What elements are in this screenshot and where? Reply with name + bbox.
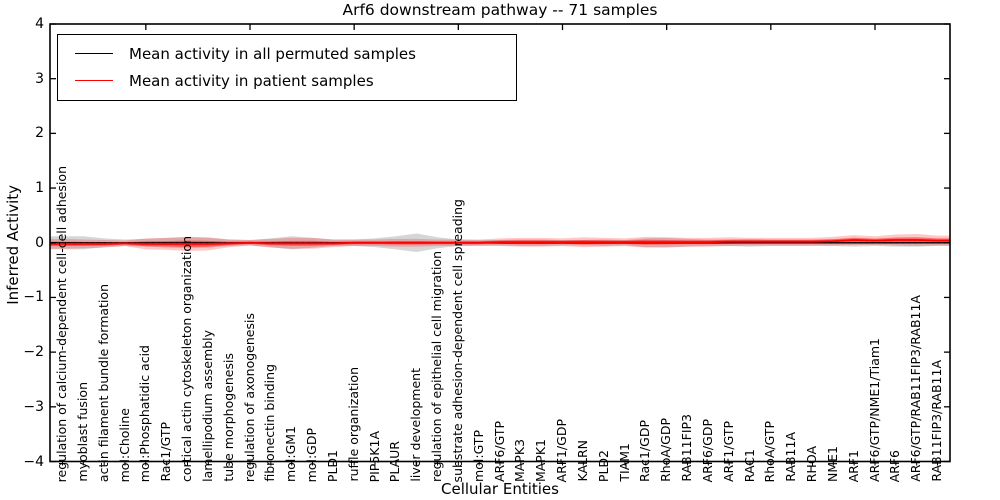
y-tick-label: 2 xyxy=(35,125,44,142)
y-tick-label: 3 xyxy=(35,70,44,87)
x-tick-label: regulation of calcium-dependent cell-cel… xyxy=(54,165,69,482)
legend-label-patient: Mean activity in patient samples xyxy=(129,71,374,90)
x-tick-label: ARF1 xyxy=(845,449,861,482)
legend-line-swatch-permuted xyxy=(75,53,113,54)
chart-title: Arf6 downstream pathway -- 71 samples xyxy=(342,1,658,19)
legend-item-permuted: Mean activity in all permuted samples xyxy=(58,40,516,67)
x-tick-label: RAC1 xyxy=(741,448,757,482)
x-tick-label: tube morphogenesis xyxy=(220,353,236,482)
x-tick-label: RAB11FIP3 xyxy=(679,414,694,482)
x-tick-label: lamellipodium assembly xyxy=(199,330,215,482)
x-tick-label: cortical actin cytoskeleton organization xyxy=(179,236,194,482)
x-axis-label: Cellular Entities xyxy=(441,480,559,498)
legend-item-patient: Mean activity in patient samples xyxy=(58,67,516,94)
y-tick-label: −2 xyxy=(23,344,44,361)
x-tick-label: ruffle organization xyxy=(345,367,361,482)
x-tick-label: mol:Choline xyxy=(116,407,132,482)
x-tick-label: substrate adhesion-dependent cell spread… xyxy=(449,198,465,482)
legend: Mean activity in all permuted samples Me… xyxy=(57,34,517,101)
y-tick-label: 0 xyxy=(35,234,44,251)
x-tick-label: ARF6 xyxy=(887,449,903,482)
x-tick-label: ARF1/GTP xyxy=(720,420,736,482)
x-tick-label: RAB11A xyxy=(783,432,799,482)
x-tick-label: KALRN xyxy=(574,440,590,482)
x-tick-label: fibronectin binding xyxy=(262,364,278,482)
legend-line-swatch-patient xyxy=(75,80,113,81)
x-tick-label: NME1 xyxy=(824,446,840,482)
x-tick-label: mol:GDP xyxy=(304,427,319,482)
x-tick-label: Rac1/GTP xyxy=(158,422,174,482)
x-tick-label: PLD2 xyxy=(595,449,611,482)
x-tick-label: ARF1/GDP xyxy=(554,418,569,482)
x-tick-label: mol:GM1 xyxy=(283,426,299,482)
x-tick-label: ARF6/GTP/RAB11FIP3/RAB11A xyxy=(908,295,924,482)
patient-mean-line xyxy=(49,239,951,245)
x-tick-label: PIP5K1A xyxy=(366,430,382,482)
x-tick-label: MAPK1 xyxy=(533,438,549,482)
x-tick-label: ARF6/GDP xyxy=(699,418,715,482)
x-tick-label: TIAM1 xyxy=(616,443,632,482)
x-tick-label: PLAUR xyxy=(387,440,403,482)
x-tick-label: liver development xyxy=(408,368,424,482)
x-tick-label: MAPK3 xyxy=(512,438,528,482)
x-tick-label: RhoA/GDP xyxy=(658,418,674,482)
legend-label-permuted: Mean activity in all permuted samples xyxy=(129,44,416,63)
y-tick-label: −4 xyxy=(23,453,44,470)
y-tick-label: 1 xyxy=(35,180,44,197)
x-tick-label: myoblast fusion xyxy=(74,382,90,482)
x-tick-label: actin filament bundle formation xyxy=(95,283,111,482)
x-tick-label: RHOA xyxy=(804,445,819,482)
y-tick-label: −3 xyxy=(23,398,44,415)
x-tick-label: mol:Phosphatidic acid xyxy=(137,344,153,482)
x-tick-label: ARF6/GTP xyxy=(491,420,507,482)
x-tick-label: regulation of axonogenesis xyxy=(241,312,257,482)
x-tick-label: mol:GTP xyxy=(470,430,486,482)
x-tick-label: RAB11FIP3/RAB11A xyxy=(929,360,944,482)
y-tick-label: 4 xyxy=(35,16,44,32)
x-tick-label: PLD1 xyxy=(324,449,340,482)
x-tick-label: Rac1/GDP xyxy=(637,420,653,482)
x-tick-label: ARF6/GTP/NME1/Tiam1 xyxy=(866,338,882,482)
y-tick-label: −1 xyxy=(23,289,44,306)
x-tick-label: RhoA/GTP xyxy=(762,420,778,482)
x-tick-label: regulation of epithelial cell migration xyxy=(429,251,444,482)
